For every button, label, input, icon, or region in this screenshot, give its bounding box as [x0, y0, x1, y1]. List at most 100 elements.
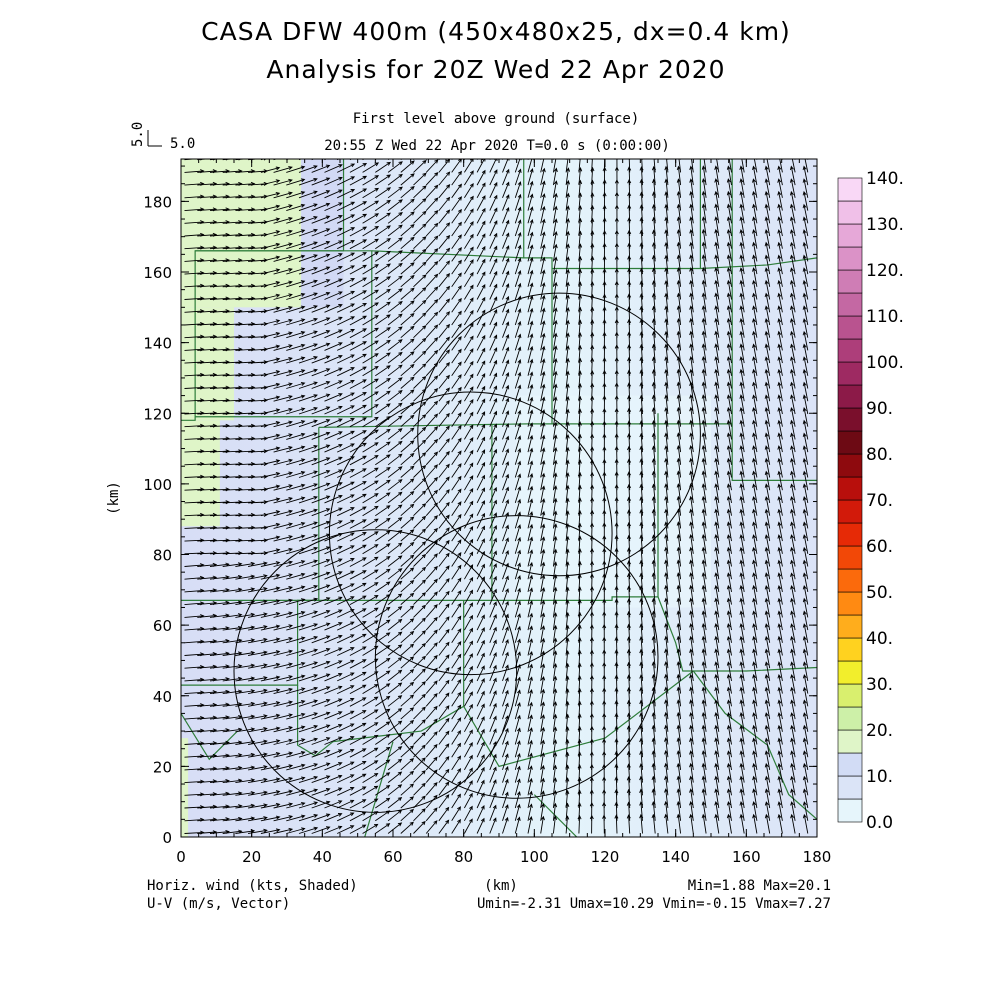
- wind-vector: [451, 159, 462, 173]
- wind-vector: [753, 159, 758, 173]
- wind-vector: [349, 353, 367, 364]
- wind-vector: [540, 523, 546, 542]
- wind-vector: [413, 363, 427, 377]
- shade-region-low: [516, 395, 711, 608]
- wind-vector: [375, 530, 391, 542]
- wind-vector: [489, 372, 498, 389]
- wind-vector: [739, 228, 745, 249]
- wind-vector: [438, 679, 450, 694]
- wind-vector: [739, 470, 745, 491]
- wind-vector: [527, 193, 534, 211]
- wind-vector: [273, 407, 293, 415]
- wind-vector: [802, 648, 809, 669]
- wind-vector: [590, 395, 595, 415]
- wind-vector: [552, 180, 558, 198]
- wind-vector: [489, 613, 497, 631]
- wind-vector: [273, 382, 293, 389]
- wind-vector: [726, 406, 732, 427]
- wind-vector: [235, 765, 256, 771]
- wind-vector: [286, 789, 306, 796]
- wind-vector: [400, 300, 415, 313]
- wind-vector: [413, 325, 427, 339]
- wind-vector: [260, 701, 281, 707]
- wind-vector: [502, 778, 509, 796]
- wind-vector: [701, 584, 707, 605]
- wind-vector: [790, 801, 796, 821]
- wind-vector: [726, 470, 732, 491]
- wind-vector: [689, 661, 694, 681]
- wind-vector: [626, 547, 631, 567]
- wind-vector: [552, 396, 558, 415]
- wind-vector: [324, 660, 343, 669]
- wind-vector: [324, 634, 343, 644]
- wind-vector: [298, 826, 319, 834]
- wind-vector: [248, 790, 268, 796]
- wind-vector: [794, 159, 796, 160]
- wind-vector: [451, 539, 462, 555]
- wind-vector: [489, 537, 497, 554]
- wind-vector: [552, 370, 558, 389]
- wind-vector: [476, 169, 486, 186]
- wind-vector: [527, 536, 534, 554]
- wind-vector: [324, 723, 343, 733]
- wind-vector: [714, 317, 720, 338]
- wind-vector: [676, 495, 682, 516]
- wind-vector: [387, 479, 403, 491]
- wind-vector: [375, 314, 391, 326]
- wind-vector: [739, 546, 745, 567]
- wind-vector: [286, 611, 306, 618]
- wind-vector: [714, 737, 720, 758]
- wind-vector: [387, 466, 403, 478]
- chart-subtitle-line1: First level above ground (surface): [353, 111, 640, 127]
- wind-vector: [387, 529, 403, 542]
- wind-vector: [590, 357, 595, 376]
- wind-vector: [790, 572, 796, 592]
- wind-vector: [349, 824, 367, 834]
- wind-vector: [790, 559, 796, 580]
- wind-vector: [400, 503, 415, 517]
- wind-vector: [413, 553, 427, 567]
- wind-vector: [337, 468, 355, 478]
- wind-vector: [425, 299, 439, 313]
- wind-vector: [451, 806, 461, 822]
- wind-vector: [777, 610, 783, 631]
- wind-vector: [248, 816, 268, 822]
- wind-vector: [614, 763, 619, 783]
- wind-vector: [514, 231, 522, 249]
- wind-vector: [349, 188, 368, 199]
- wind-vector: [689, 737, 694, 758]
- wind-vector: [790, 750, 796, 770]
- colorbar-label: 100.: [866, 353, 904, 373]
- wind-vector: [400, 669, 415, 682]
- wind-vector: [777, 190, 783, 211]
- wind-vector: [464, 754, 473, 771]
- wind-vector: [451, 615, 462, 631]
- wind-vector: [739, 356, 745, 376]
- wind-vector: [349, 392, 367, 402]
- wind-vector: [464, 195, 474, 211]
- wind-vector: [714, 381, 720, 402]
- wind-vector: [438, 247, 451, 262]
- wind-vector: [260, 446, 281, 453]
- wind-vector: [476, 690, 485, 707]
- wind-vector: [273, 522, 293, 529]
- wind-vector: [514, 587, 521, 605]
- wind-vector: [565, 281, 570, 300]
- wind-vector: [701, 712, 707, 732]
- wind-vector: [286, 496, 306, 504]
- wind-vector: [752, 330, 758, 351]
- wind-vector: [527, 752, 533, 770]
- wind-vector: [701, 292, 707, 313]
- wind-vector: [337, 672, 355, 682]
- wind-vector: [489, 791, 497, 809]
- wind-vector: [273, 484, 293, 491]
- wind-vector: [400, 389, 415, 402]
- wind-vector: [489, 486, 497, 504]
- wind-vector: [726, 432, 732, 453]
- wind-vector: [362, 213, 380, 224]
- wind-vector: [324, 494, 343, 504]
- wind-vector: [260, 650, 281, 656]
- wind-vector: [273, 318, 293, 326]
- wind-vector: [375, 467, 391, 478]
- wind-vector: [616, 159, 618, 173]
